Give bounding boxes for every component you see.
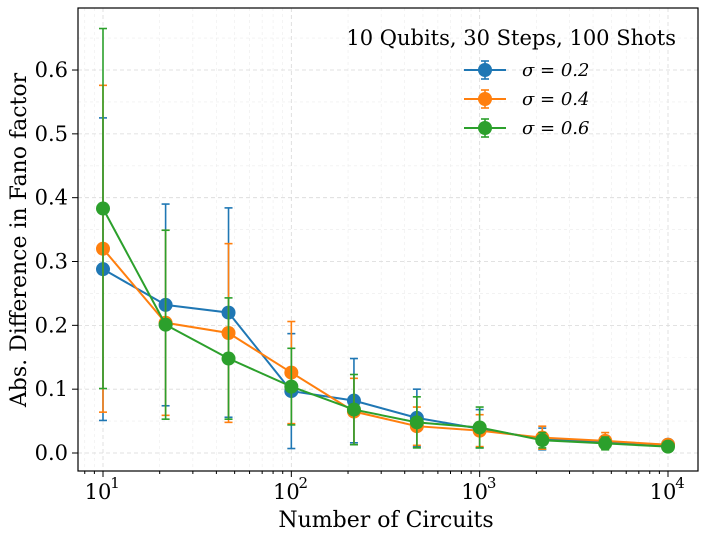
x-tick-exponent: 3 <box>487 474 497 492</box>
data-point <box>158 317 173 332</box>
y-tick-label: 0.5 <box>35 122 68 146</box>
series-group <box>96 117 675 452</box>
y-tick-label: 0.0 <box>35 441 68 465</box>
series-group <box>96 84 675 452</box>
x-tick-exponent: 1 <box>110 474 120 492</box>
plot-frame <box>77 7 699 472</box>
data-point <box>284 379 299 394</box>
legend-label: σ = 0.2 <box>522 60 589 81</box>
data-point <box>96 201 110 216</box>
y-tick-label: 0.6 <box>35 58 68 82</box>
x-tick-exponent: 2 <box>299 474 309 492</box>
legend-marker <box>478 63 492 77</box>
x-axis-label: Number of Circuits <box>278 508 493 533</box>
grid <box>78 8 698 471</box>
legend-label: σ = 0.6 <box>522 118 589 139</box>
y-tick-label: 0.1 <box>35 377 68 401</box>
data-point <box>535 433 550 448</box>
series-line <box>102 208 669 448</box>
x-tick-label: 10 <box>461 480 488 504</box>
x-tick-label: 10 <box>650 480 677 504</box>
x-tick-exponent: 4 <box>675 474 685 492</box>
series-line <box>102 268 669 446</box>
legend-title: 10 Qubits, 30 Steps, 100 Shots <box>346 26 676 50</box>
y-tick-label: 0.3 <box>35 250 68 274</box>
data-point <box>346 402 361 417</box>
data-point <box>221 351 236 366</box>
data-point <box>472 420 487 435</box>
y-axis-label: Abs. Difference in Fano factor <box>7 72 32 408</box>
data-point <box>409 415 424 430</box>
x-tick-label: 10 <box>273 480 300 504</box>
x-tick-label: 10 <box>85 480 112 504</box>
y-tick-label: 0.2 <box>35 313 68 337</box>
legend-marker <box>478 92 492 106</box>
y-tick-label: 0.4 <box>35 186 68 210</box>
series <box>96 27 675 454</box>
legend-label: σ = 0.4 <box>522 89 589 110</box>
series-group <box>96 27 675 454</box>
legend: 10 Qubits, 30 Steps, 100 Shots σ = 0.2 σ … <box>346 26 676 139</box>
data-point <box>598 436 613 451</box>
legend-marker <box>478 121 492 135</box>
series-line <box>102 248 669 446</box>
data-point <box>661 439 675 454</box>
